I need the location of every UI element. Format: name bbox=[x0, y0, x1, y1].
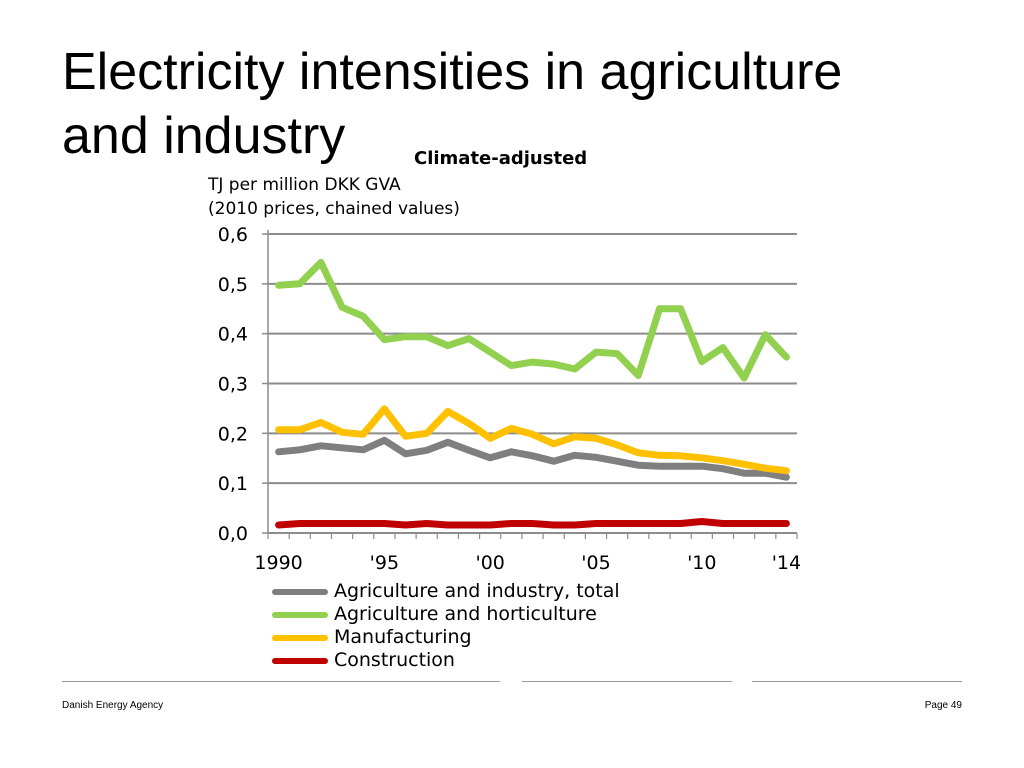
y-tick-label-2: 0,4 bbox=[218, 324, 248, 346]
footer-divider-right bbox=[752, 681, 962, 682]
x-tick-label-0: 1990 bbox=[254, 552, 302, 574]
x-tick-label-4: '10 bbox=[687, 552, 716, 574]
series-line-3 bbox=[275, 518, 790, 529]
gridlines bbox=[268, 233, 797, 485]
x-tick-labels: 1990 '95 '00 '05 '10 '14 bbox=[254, 552, 801, 574]
series-line-0 bbox=[275, 436, 790, 481]
legend-label-manufacturing: Manufacturing bbox=[334, 626, 472, 648]
legend-swatch-agriculture bbox=[272, 611, 328, 618]
axes bbox=[262, 230, 798, 539]
x-tick-label-5: '14 bbox=[772, 552, 801, 574]
legend-item-agriculture: Agriculture and horticulture bbox=[272, 603, 620, 626]
series-line-2 bbox=[275, 405, 790, 475]
y-tick-label-5: 0,1 bbox=[218, 473, 248, 495]
y-tick-label-6: 0,0 bbox=[218, 523, 248, 545]
y-tick-label-3: 0,3 bbox=[218, 374, 248, 396]
y-tick-label-0: 0,6 bbox=[218, 224, 248, 246]
slide-title-line-2: and industry bbox=[62, 107, 346, 165]
legend-item-total: Agriculture and industry, total bbox=[272, 580, 620, 603]
unit-line-2: (2010 prices, chained values) bbox=[208, 199, 460, 219]
legend-label-agriculture: Agriculture and horticulture bbox=[334, 603, 597, 625]
legend-item-manufacturing: Manufacturing bbox=[272, 626, 620, 649]
series-line-1 bbox=[275, 258, 790, 382]
footer-divider-left bbox=[62, 681, 500, 682]
x-tick-label-1: '95 bbox=[370, 552, 399, 574]
legend-swatch-manufacturing bbox=[272, 634, 328, 641]
chart-legend: Agriculture and industry, total Agricult… bbox=[272, 580, 620, 672]
y-tick-label-4: 0,2 bbox=[218, 423, 248, 445]
legend-label-total: Agriculture and industry, total bbox=[334, 580, 620, 602]
legend-swatch-construction bbox=[272, 657, 328, 664]
y-axis-unit-label: TJ per million DKK GVA (2010 prices, cha… bbox=[208, 173, 460, 221]
x-tick-label-3: '05 bbox=[581, 552, 610, 574]
y-tick-labels: 0,6 0,5 0,4 0,3 0,2 0,1 0,0 bbox=[218, 224, 248, 545]
chart-subtitle: Climate-adjusted bbox=[414, 148, 588, 169]
x-tick-label-2: '00 bbox=[475, 552, 504, 574]
footer-divider-middle bbox=[522, 681, 732, 682]
slide-title-line-1: Electricity intensities in agriculture bbox=[62, 43, 843, 101]
footer-page-number: Page 49 bbox=[924, 700, 962, 711]
footer-organization: Danish Energy Agency bbox=[62, 700, 164, 711]
legend-swatch-total bbox=[272, 588, 328, 595]
legend-label-construction: Construction bbox=[334, 649, 455, 671]
slide-title: Electricity intensities in agriculture a… bbox=[62, 40, 942, 168]
y-tick-label-1: 0,5 bbox=[218, 274, 248, 296]
unit-line-1: TJ per million DKK GVA bbox=[208, 175, 401, 195]
series-lines bbox=[275, 258, 790, 529]
legend-item-construction: Construction bbox=[272, 649, 620, 672]
